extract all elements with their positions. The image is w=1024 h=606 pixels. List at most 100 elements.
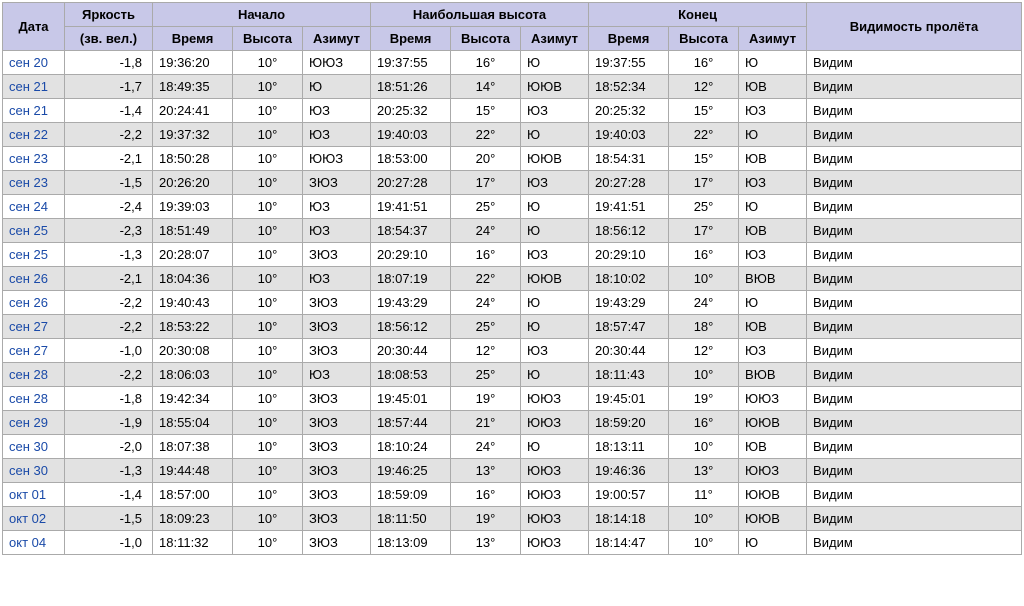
end-time-cell: 18:14:47 — [589, 531, 669, 555]
brightness-cell: -1,8 — [65, 51, 153, 75]
date-link[interactable]: сен 30 — [3, 435, 65, 459]
high-alt-cell: 25° — [451, 363, 521, 387]
high-time-cell: 18:08:53 — [371, 363, 451, 387]
date-link[interactable]: сен 27 — [3, 339, 65, 363]
col-date[interactable]: Дата — [3, 3, 65, 51]
col-start-alt[interactable]: Высота — [233, 27, 303, 51]
end-alt-cell: 19° — [669, 387, 739, 411]
brightness-cell: -1,7 — [65, 75, 153, 99]
brightness-cell: -2,4 — [65, 195, 153, 219]
col-start: Начало — [153, 3, 371, 27]
start-time-cell: 18:04:36 — [153, 267, 233, 291]
date-link[interactable]: сен 23 — [3, 171, 65, 195]
date-link[interactable]: сен 24 — [3, 195, 65, 219]
high-time-cell: 18:53:00 — [371, 147, 451, 171]
col-end-az[interactable]: Азимут — [739, 27, 807, 51]
end-alt-cell: 12° — [669, 339, 739, 363]
table-row: окт 02-1,518:09:2310°ЗЮЗ18:11:5019°ЮЮЗ18… — [3, 507, 1022, 531]
end-alt-cell: 24° — [669, 291, 739, 315]
end-alt-cell: 10° — [669, 435, 739, 459]
start-alt-cell: 10° — [233, 75, 303, 99]
high-az-cell: Ю — [521, 219, 589, 243]
brightness-cell: -2,1 — [65, 267, 153, 291]
table-row: сен 21-1,718:49:3510°Ю18:51:2614°ЮЮВ18:5… — [3, 75, 1022, 99]
start-az-cell: ЗЮЗ — [303, 483, 371, 507]
high-time-cell: 20:29:10 — [371, 243, 451, 267]
end-az-cell: Ю — [739, 195, 807, 219]
end-time-cell: 19:45:01 — [589, 387, 669, 411]
date-link[interactable]: окт 02 — [3, 507, 65, 531]
end-time-cell: 18:54:31 — [589, 147, 669, 171]
date-link[interactable]: окт 01 — [3, 483, 65, 507]
high-alt-cell: 14° — [451, 75, 521, 99]
end-az-cell: ЮЗ — [739, 243, 807, 267]
visibility-cell: Видим — [807, 123, 1022, 147]
date-link[interactable]: сен 26 — [3, 267, 65, 291]
date-link[interactable]: сен 25 — [3, 243, 65, 267]
brightness-cell: -2,0 — [65, 435, 153, 459]
high-time-cell: 18:51:26 — [371, 75, 451, 99]
high-time-cell: 18:10:24 — [371, 435, 451, 459]
high-alt-cell: 25° — [451, 195, 521, 219]
col-end-alt[interactable]: Высота — [669, 27, 739, 51]
date-link[interactable]: сен 22 — [3, 123, 65, 147]
high-alt-cell: 13° — [451, 459, 521, 483]
start-alt-cell: 10° — [233, 51, 303, 75]
end-az-cell: ЮЗ — [739, 171, 807, 195]
visibility-cell: Видим — [807, 483, 1022, 507]
col-brightness-sub[interactable]: (зв. вел.) — [65, 27, 153, 51]
date-link[interactable]: окт 04 — [3, 531, 65, 555]
date-link[interactable]: сен 26 — [3, 291, 65, 315]
brightness-cell: -1,5 — [65, 507, 153, 531]
high-az-cell: Ю — [521, 123, 589, 147]
high-time-cell: 18:07:19 — [371, 267, 451, 291]
start-time-cell: 18:53:22 — [153, 315, 233, 339]
end-time-cell: 19:00:57 — [589, 483, 669, 507]
end-alt-cell: 10° — [669, 531, 739, 555]
table-row: сен 22-2,219:37:3210°ЮЗ19:40:0322°Ю19:40… — [3, 123, 1022, 147]
high-az-cell: ЮЮВ — [521, 147, 589, 171]
table-row: сен 30-1,319:44:4810°ЗЮЗ19:46:2513°ЮЮЗ19… — [3, 459, 1022, 483]
date-link[interactable]: сен 21 — [3, 99, 65, 123]
brightness-cell: -1,3 — [65, 459, 153, 483]
visibility-cell: Видим — [807, 267, 1022, 291]
start-time-cell: 19:36:20 — [153, 51, 233, 75]
col-high-az[interactable]: Азимут — [521, 27, 589, 51]
date-link[interactable]: сен 29 — [3, 411, 65, 435]
date-link[interactable]: сен 25 — [3, 219, 65, 243]
start-alt-cell: 10° — [233, 123, 303, 147]
high-az-cell: Ю — [521, 51, 589, 75]
col-high-time[interactable]: Время — [371, 27, 451, 51]
col-end-time[interactable]: Время — [589, 27, 669, 51]
table-row: сен 20-1,819:36:2010°ЮЮЗ19:37:5516°Ю19:3… — [3, 51, 1022, 75]
brightness-cell: -1,3 — [65, 243, 153, 267]
high-time-cell: 18:57:44 — [371, 411, 451, 435]
col-visibility[interactable]: Видимость пролёта — [807, 3, 1022, 51]
start-alt-cell: 10° — [233, 219, 303, 243]
high-az-cell: Ю — [521, 195, 589, 219]
date-link[interactable]: сен 27 — [3, 315, 65, 339]
start-az-cell: ЗЮЗ — [303, 459, 371, 483]
col-high-alt[interactable]: Высота — [451, 27, 521, 51]
end-time-cell: 18:56:12 — [589, 219, 669, 243]
end-alt-cell: 17° — [669, 219, 739, 243]
col-brightness[interactable]: Яркость — [65, 3, 153, 27]
end-alt-cell: 18° — [669, 315, 739, 339]
start-time-cell: 18:07:38 — [153, 435, 233, 459]
date-link[interactable]: сен 30 — [3, 459, 65, 483]
col-start-az[interactable]: Азимут — [303, 27, 371, 51]
start-az-cell: ЗЮЗ — [303, 315, 371, 339]
start-alt-cell: 10° — [233, 339, 303, 363]
date-link[interactable]: сен 23 — [3, 147, 65, 171]
high-time-cell: 20:25:32 — [371, 99, 451, 123]
table-row: сен 27-1,020:30:0810°ЗЮЗ20:30:4412°ЮЗ20:… — [3, 339, 1022, 363]
table-row: окт 01-1,418:57:0010°ЗЮЗ18:59:0916°ЮЮЗ19… — [3, 483, 1022, 507]
date-link[interactable]: сен 21 — [3, 75, 65, 99]
date-link[interactable]: сен 28 — [3, 387, 65, 411]
date-link[interactable]: сен 28 — [3, 363, 65, 387]
table-row: сен 28-2,218:06:0310°ЮЗ18:08:5325°Ю18:11… — [3, 363, 1022, 387]
high-alt-cell: 13° — [451, 531, 521, 555]
date-link[interactable]: сен 20 — [3, 51, 65, 75]
col-start-time[interactable]: Время — [153, 27, 233, 51]
high-time-cell: 18:11:50 — [371, 507, 451, 531]
